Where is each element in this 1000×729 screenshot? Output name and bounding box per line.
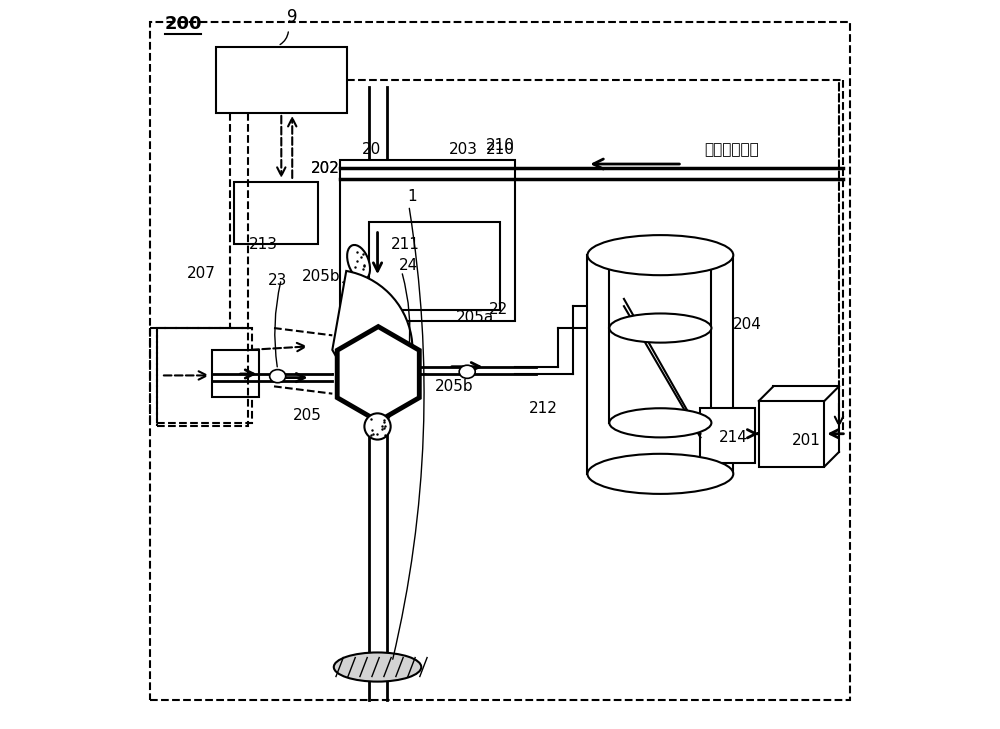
- Text: 9: 9: [287, 7, 297, 26]
- Ellipse shape: [459, 365, 475, 378]
- Polygon shape: [337, 327, 419, 421]
- Ellipse shape: [587, 235, 733, 276]
- Wedge shape: [332, 271, 413, 419]
- Text: 212: 212: [529, 401, 558, 416]
- Ellipse shape: [587, 453, 733, 494]
- Text: 204: 204: [733, 317, 762, 332]
- Bar: [157, 328, 248, 426]
- Text: 205b: 205b: [302, 269, 341, 284]
- Text: 201: 201: [792, 433, 820, 448]
- Text: 205: 205: [292, 408, 321, 424]
- Bar: [369, 222, 500, 310]
- Text: 20: 20: [361, 141, 381, 157]
- Text: 214: 214: [719, 429, 748, 445]
- Text: 200: 200: [165, 15, 202, 33]
- Text: 24: 24: [399, 258, 418, 273]
- Ellipse shape: [347, 245, 370, 280]
- Text: 211: 211: [391, 236, 420, 252]
- Text: 205a: 205a: [456, 310, 495, 324]
- Circle shape: [364, 413, 391, 440]
- Text: 213: 213: [249, 236, 278, 252]
- Text: 1: 1: [408, 189, 417, 204]
- Text: 22: 22: [489, 302, 508, 317]
- Text: 202: 202: [310, 161, 339, 176]
- Text: 210: 210: [486, 138, 514, 153]
- Bar: [340, 160, 515, 321]
- Bar: [157, 328, 252, 423]
- Ellipse shape: [609, 313, 711, 343]
- Bar: [700, 408, 755, 463]
- Ellipse shape: [270, 370, 286, 383]
- Bar: [212, 350, 259, 397]
- Text: 21: 21: [341, 281, 360, 296]
- Text: 202: 202: [310, 161, 339, 176]
- Text: 23: 23: [268, 273, 287, 288]
- Bar: [759, 401, 824, 467]
- Text: 207: 207: [187, 265, 216, 281]
- Text: 205b: 205b: [434, 379, 473, 394]
- Text: 210: 210: [486, 141, 514, 157]
- Bar: [587, 255, 733, 474]
- Ellipse shape: [609, 408, 711, 437]
- Bar: [234, 182, 318, 244]
- Bar: [216, 47, 347, 113]
- Text: 203: 203: [449, 141, 478, 157]
- Text: 液体流动方向: 液体流动方向: [704, 141, 759, 157]
- Ellipse shape: [334, 652, 421, 682]
